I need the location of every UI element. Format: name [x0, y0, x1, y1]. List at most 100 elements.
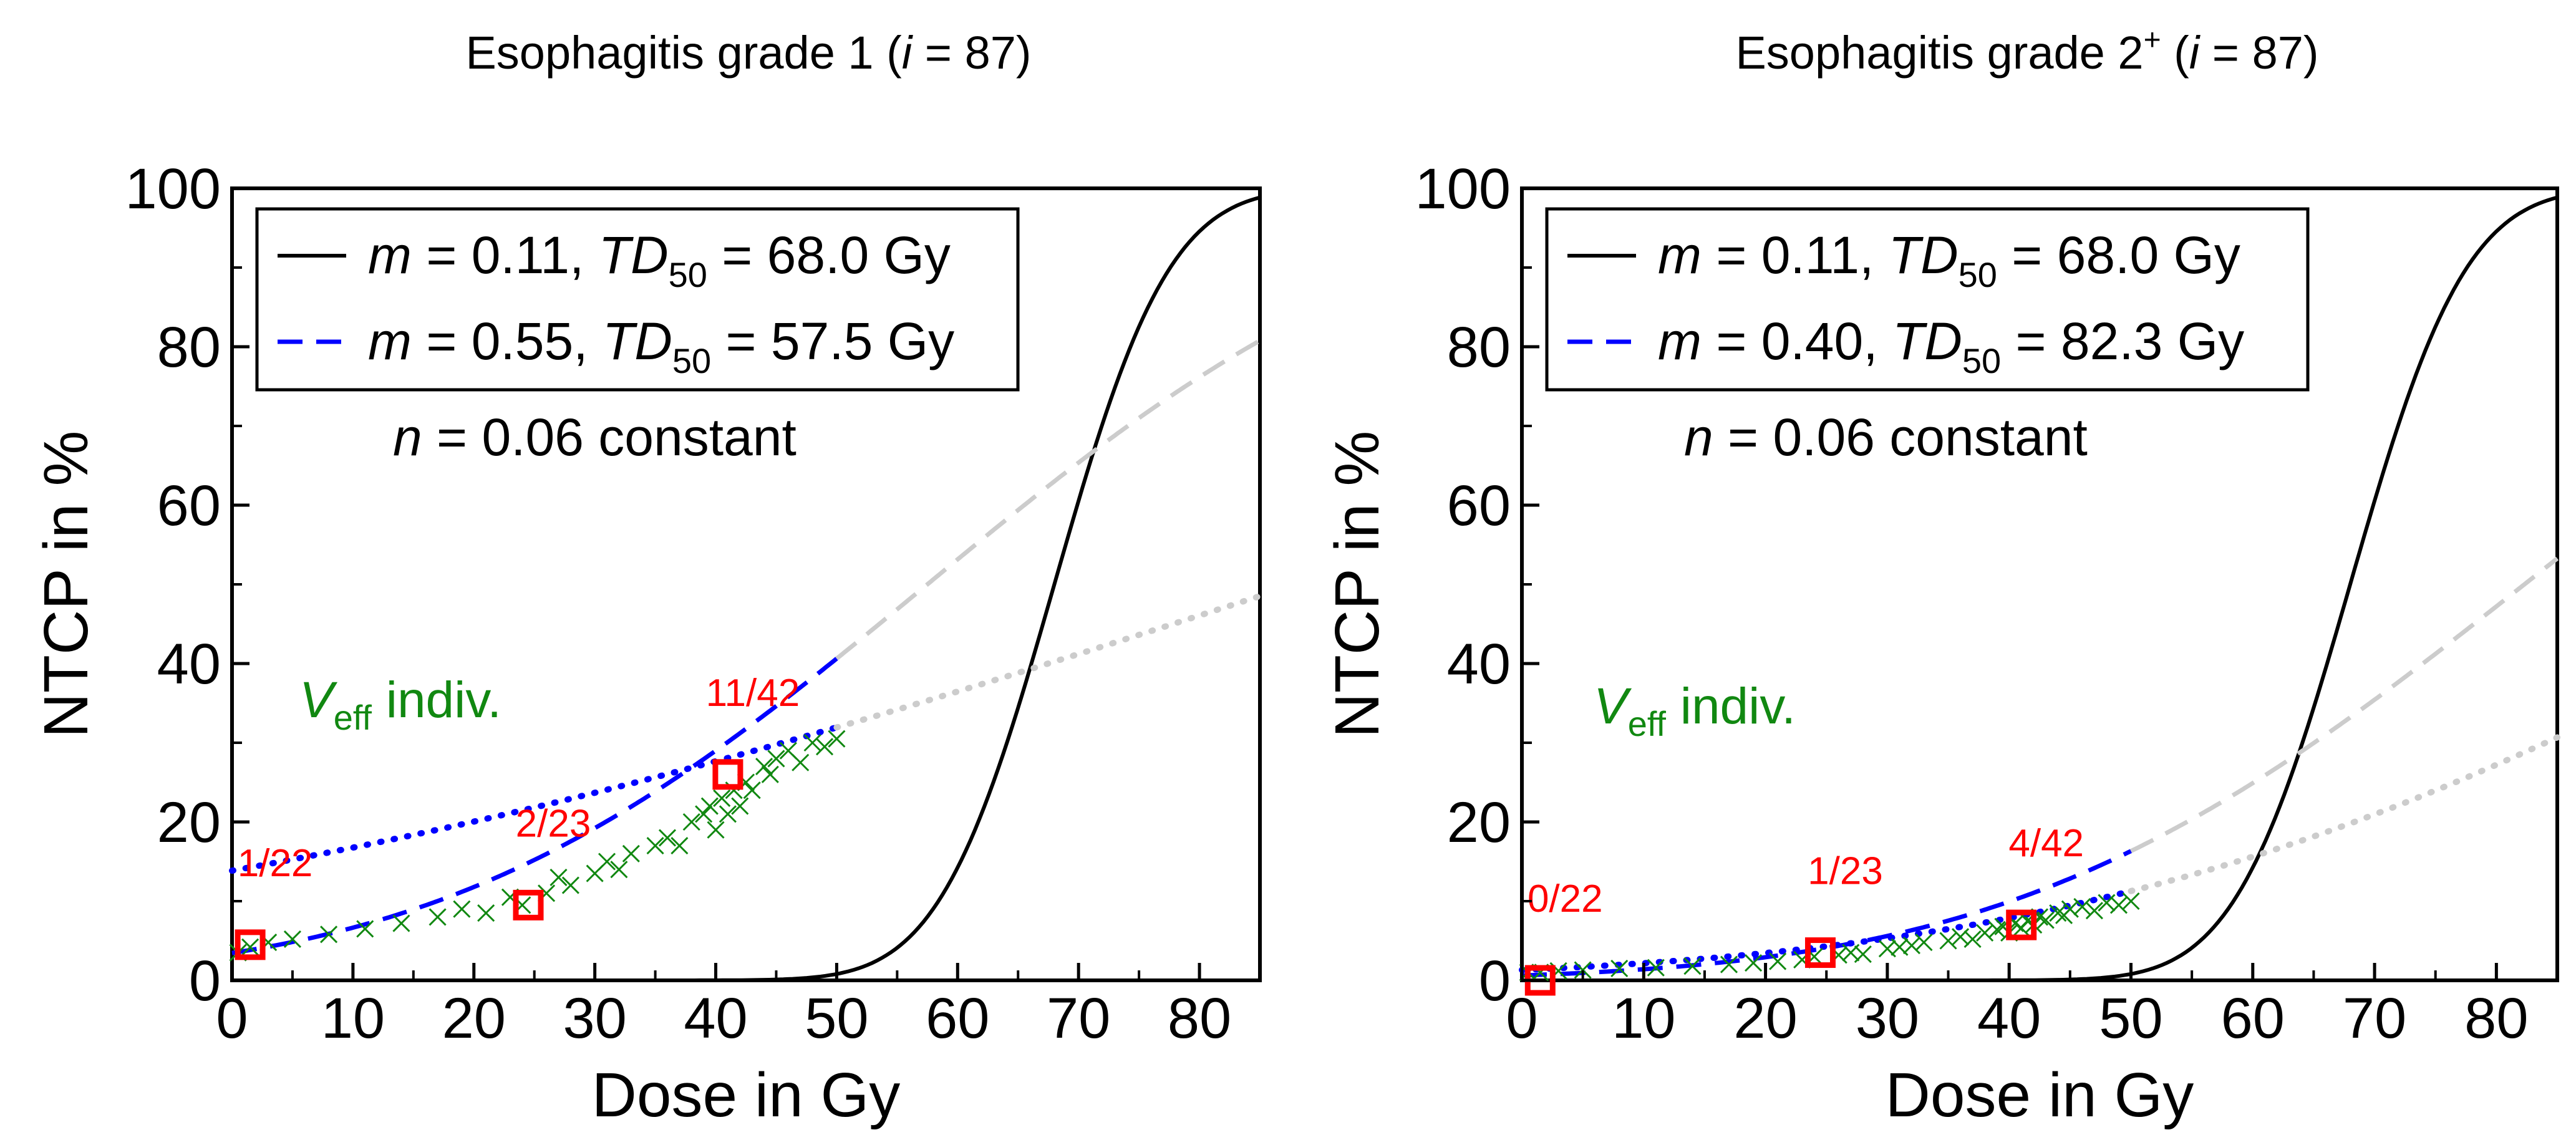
individual-point: [2073, 897, 2091, 916]
x-tick-label: 70: [2343, 987, 2406, 1050]
individual-point: [1720, 955, 1738, 973]
series-line: [833, 592, 1263, 731]
legend-entry-2: m = 0.40, TD50 = 82.3 Gy: [1658, 312, 2244, 380]
individual-point: [1939, 932, 1957, 950]
observed-point: [513, 889, 544, 920]
individual-point: [695, 805, 713, 823]
observed-label: 11/42: [706, 672, 800, 715]
individual-point: [1683, 957, 1702, 975]
individual-point: [743, 781, 761, 800]
legend: m = 0.11, TD50 = 68.0 Gy m = 0.55, TD50 …: [255, 207, 1020, 392]
individual-point: [646, 837, 664, 855]
x-tick-label: 60: [2221, 987, 2285, 1050]
series-line: [232, 195, 1261, 982]
y-tick-label: 80: [157, 316, 221, 379]
y-tick-label: 20: [157, 791, 221, 854]
individual-point: [755, 758, 773, 776]
x-tick-label: 80: [1168, 987, 1231, 1050]
veff-indiv-label: Veff indiv.: [299, 672, 501, 737]
individual-point: [1647, 959, 1665, 977]
individual-point: [761, 765, 779, 783]
observed-label: 1/23: [1808, 850, 1883, 893]
individual-point: [719, 805, 737, 823]
legend: m = 0.11, TD50 = 68.0 Gy m = 0.40, TD50 …: [1545, 207, 2310, 392]
y-tick-label: 100: [125, 157, 221, 221]
individual-point: [283, 930, 302, 949]
individual-point: [731, 797, 749, 815]
individual-point: [815, 738, 834, 756]
observed-label: 0/22: [1528, 877, 1603, 920]
individual-point: [356, 920, 374, 938]
series-line: [2129, 556, 2559, 853]
observed-label: 2/23: [516, 802, 591, 845]
individual-point: [1769, 952, 1787, 970]
x-tick-label: 40: [1977, 987, 2041, 1050]
x-tick-label: 50: [2099, 987, 2162, 1050]
y-tick-label: 0: [189, 949, 221, 1013]
x-tick-label: 10: [321, 987, 385, 1050]
x-axis-label: Dose in Gy: [592, 1060, 901, 1130]
x-tick-label: 80: [2464, 987, 2528, 1050]
y-tick-label: 20: [1447, 791, 1511, 854]
x-tick-label: 40: [684, 987, 747, 1050]
individual-point: [429, 908, 447, 926]
individual-point: [682, 813, 700, 831]
individual-point: [622, 844, 640, 862]
x-tick-label: 10: [1612, 987, 1675, 1050]
x-tick-label: 60: [926, 987, 989, 1050]
individual-point: [561, 876, 579, 894]
y-tick-label: 60: [1447, 474, 1511, 538]
observed-label: 1/22: [238, 842, 313, 885]
individual-point: [320, 925, 338, 944]
panel-grade-1: Esophagitis grade 1 (i = 87) 1/22 2/23 11/…: [31, 27, 1263, 1130]
individual-point: [550, 868, 568, 886]
individual-point: [1902, 937, 1921, 955]
legend-box: [255, 207, 1020, 392]
y-tick-label: 0: [1479, 949, 1511, 1013]
individual-point: [713, 789, 731, 807]
individual-point: [2061, 900, 2079, 918]
curves: 0/22 1/23 4/42: [1519, 195, 2560, 996]
series-line: [1521, 849, 2132, 978]
individual-point: [392, 914, 410, 932]
observed-point: [235, 929, 266, 960]
y-tick-label: 100: [1415, 157, 1511, 221]
individual-point: [700, 797, 719, 815]
x-tick-label: 70: [1047, 987, 1110, 1050]
individual-point: [1915, 933, 1933, 952]
x-axis-label: Dose in Gy: [1886, 1060, 2194, 1130]
individual-point: [2049, 904, 2067, 922]
y-axis-label: NTCP in %: [31, 431, 101, 738]
curves: 1/22 2/23 11/42: [229, 195, 1263, 982]
individual-point: [453, 900, 471, 918]
individual-point: [803, 733, 821, 752]
individual-point: [828, 730, 846, 748]
chart-title: Esophagitis grade 1 (i = 87): [465, 27, 1031, 79]
y-tick-label: 60: [157, 474, 221, 538]
individual-point: [477, 904, 495, 922]
legend-entry-2: m = 0.55, TD50 = 57.5 Gy: [368, 312, 954, 380]
series-line: [231, 657, 838, 955]
individual-point: [2085, 902, 2103, 920]
individual-point: [767, 750, 785, 768]
observed-point: [2006, 909, 2037, 940]
ticks: 0 10 20 30 40 50 60 70 80 0 20 40 60 80 100: [1415, 157, 2529, 1050]
x-tick-label: 20: [442, 987, 506, 1050]
y-tick-label: 80: [1447, 316, 1511, 379]
individual-point: [1744, 954, 1763, 972]
panel-grade-2plus: Esophagitis grade 2+ (i = 87) 0/22 1/23 4/…: [1322, 24, 2560, 1130]
individual-point: [2122, 892, 2140, 911]
individual-point: [671, 837, 689, 855]
ticks: 0 10 20 30 40 50 60 70 80 0 20 40 60 80 100: [125, 157, 1232, 1050]
series-line: [835, 339, 1261, 660]
legend-entry-1: m = 0.11, TD50 = 68.0 Gy: [368, 226, 951, 294]
x-tick-label: 30: [1856, 987, 1919, 1050]
individual-point: [1963, 930, 1982, 949]
individual-point: [1951, 928, 1970, 946]
x-tick-label: 20: [1733, 987, 1797, 1050]
chart-title: Esophagitis grade 2+ (i = 87): [1735, 24, 2318, 79]
individual-point: [598, 853, 616, 871]
individual-point: [1574, 961, 1592, 979]
x-tick-label: 0: [216, 987, 248, 1050]
veff-indiv-label: Veff indiv.: [1594, 678, 1796, 743]
